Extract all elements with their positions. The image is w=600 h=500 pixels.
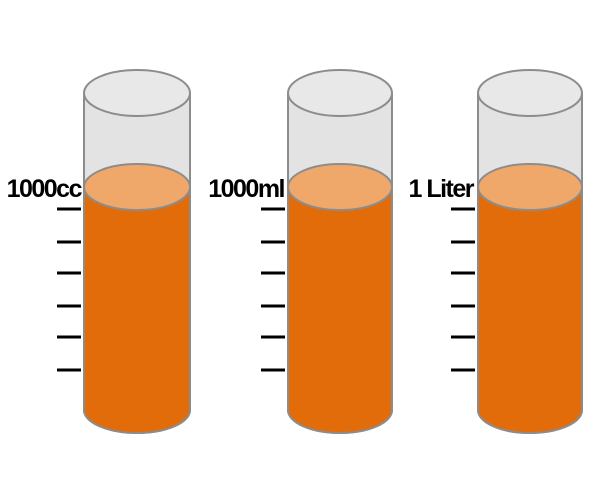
cylinder-1-liquid: [83, 186, 191, 434]
cylinder-1-top-rim: [83, 69, 191, 117]
cylinder-2-top-rim: [287, 69, 393, 117]
cylinder-1-liquid-surface: [83, 163, 191, 211]
cylinder-3-top-rim: [477, 69, 583, 117]
cylinder-2-liquid-surface: [287, 163, 393, 211]
cylinder-1-scale-ticks: [57, 207, 81, 372]
cylinder-3-volume-label: 1 Liter: [408, 175, 474, 203]
cylinder-3-scale-ticks: [451, 207, 475, 372]
cylinder-2-liquid: [287, 186, 393, 434]
cylinder-2-scale-ticks: [261, 207, 285, 372]
cylinder-3: 1 Liter: [408, 69, 583, 434]
cylinder-2: 1000ml: [208, 69, 393, 434]
cylinder-2-volume-label: 1000ml: [208, 175, 284, 203]
cylinder-1: 1000cc: [7, 69, 191, 434]
cylinder-3-liquid: [477, 186, 583, 434]
cylinder-3-liquid-surface: [477, 163, 583, 211]
cylinder-1-volume-label: 1000cc: [7, 175, 83, 203]
